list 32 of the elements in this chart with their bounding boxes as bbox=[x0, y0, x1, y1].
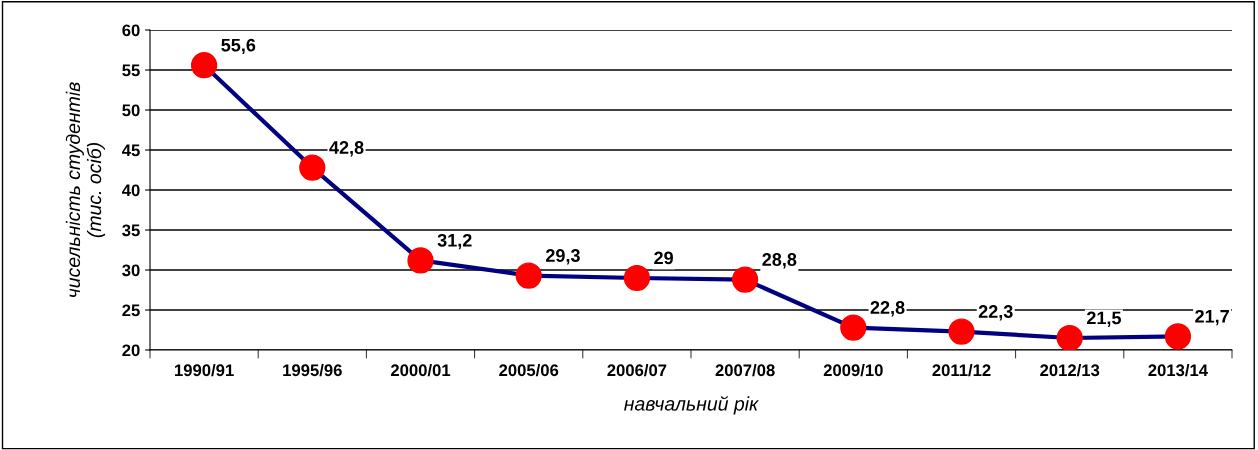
data-label: 21,5 bbox=[1086, 311, 1121, 327]
data-label: 29,3 bbox=[545, 249, 580, 265]
data-label: 21,7 bbox=[1195, 309, 1229, 326]
x-axis-title: навчальний рік bbox=[624, 396, 759, 415]
y-tick-label: 30 bbox=[122, 264, 140, 277]
y-tick-label: 60 bbox=[122, 24, 140, 37]
x-tick-label: 2006/07 bbox=[607, 363, 667, 377]
x-tick-label: 2007/08 bbox=[715, 363, 775, 377]
x-tick-label: 1995/96 bbox=[283, 363, 342, 377]
data-label: 55,6 bbox=[221, 38, 256, 55]
x-tick-label: 1990/91 bbox=[175, 363, 234, 377]
x-tick-label: 2013/14 bbox=[1148, 363, 1208, 377]
data-label: 22,3 bbox=[978, 305, 1013, 321]
x-tick-label: 2000/01 bbox=[390, 363, 451, 377]
y-tick-label: 55 bbox=[122, 64, 140, 77]
data-label: 31,2 bbox=[437, 233, 472, 250]
y-tick-label: 45 bbox=[121, 144, 140, 157]
y-tick-label: 50 bbox=[122, 104, 140, 117]
y-tick-label: 20 bbox=[122, 344, 140, 357]
y-tick-label: 40 bbox=[121, 184, 140, 197]
x-tick-label: 2005/06 bbox=[499, 363, 559, 377]
y-tick-label: 35 bbox=[122, 224, 140, 237]
x-tick-label: 2012/13 bbox=[1040, 363, 1100, 377]
y-tick-label: 25 bbox=[122, 304, 140, 317]
data-label: 28,8 bbox=[762, 253, 797, 269]
data-label: 42,8 bbox=[329, 141, 364, 157]
data-label: 22,8 bbox=[870, 301, 905, 317]
x-tick-label: 2009/10 bbox=[823, 363, 883, 377]
y-axis-title: чисельність студентів (тис. осіб) bbox=[65, 82, 106, 298]
x-tick-label: 2011/12 bbox=[932, 363, 991, 377]
point bbox=[1056, 324, 1083, 350]
data-label: 29 bbox=[654, 251, 673, 265]
